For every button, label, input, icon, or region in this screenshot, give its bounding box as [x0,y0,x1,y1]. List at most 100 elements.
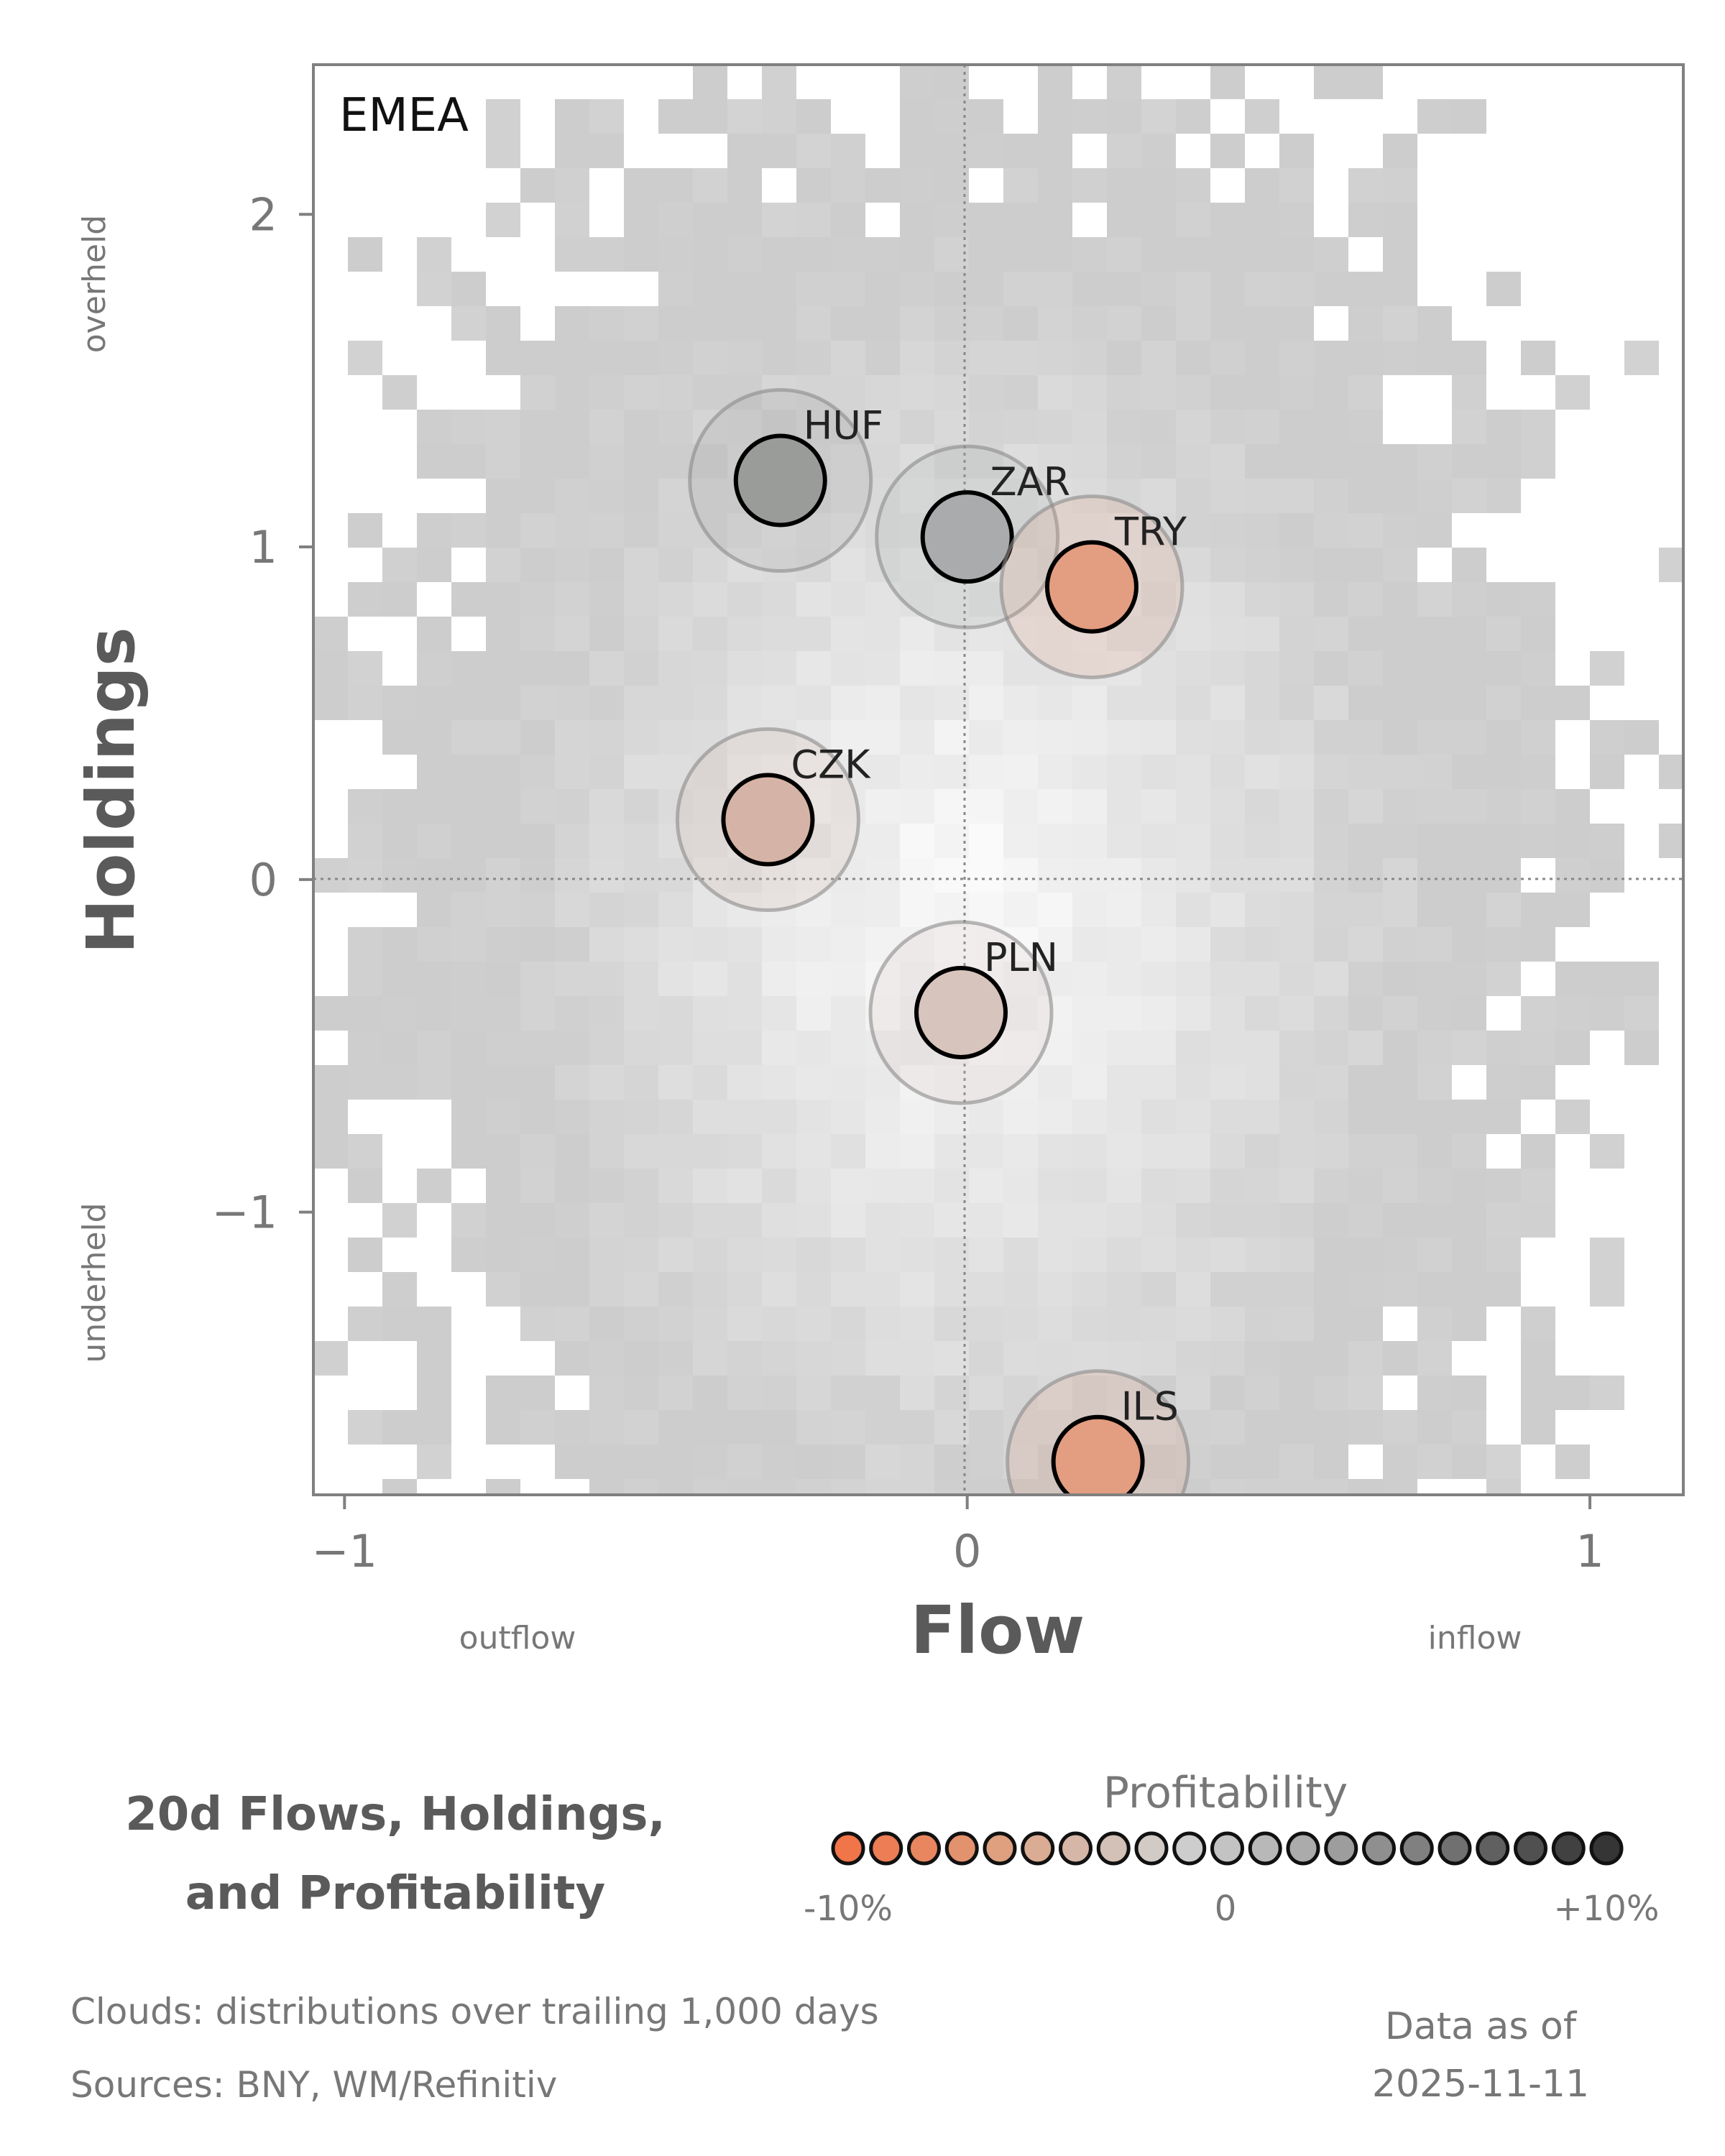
cloud-cell [520,858,555,893]
cloud-cell [762,582,796,617]
cloud-cell [486,1376,520,1410]
cloud-cell [555,1307,589,1341]
cloud-cell [727,1341,762,1376]
cloud-cell [1279,1065,1314,1100]
cloud-cell [1452,410,1486,444]
cloud-cell [1279,686,1314,720]
cloud-cell [1417,893,1452,927]
cloud-cell [727,651,762,686]
cloud-cell [589,686,624,720]
cloud-cell [1072,755,1107,789]
cloud-cell [417,686,451,720]
point-label: ILS [1121,1384,1179,1429]
cloud-cell [831,1134,865,1169]
cloud-cell [1486,824,1521,858]
cloud-cell [1521,1203,1555,1238]
cloud-cell [417,237,451,272]
cloud-cell [589,617,624,651]
cloud-cell [1452,824,1486,858]
cloud-cell [624,513,658,548]
cloud-cell [693,341,727,375]
cloud-cell [1141,1341,1176,1376]
cloud-cell [969,272,1003,306]
cloud-cell [969,375,1003,410]
cloud-cell [1141,341,1176,375]
cloud-cell [1210,1307,1245,1341]
cloud-cell [1452,617,1486,651]
cloud-cell [1245,1031,1279,1065]
cloud-cell [934,927,969,962]
cloud-cell [417,755,451,789]
cloud-cell [555,720,589,755]
cloud-cell [1176,375,1210,410]
cloud-cell [1210,1410,1245,1445]
cloud-cell [451,1238,486,1272]
cloud-cell [589,755,624,789]
cloud-cell [1279,1307,1314,1341]
cloud-cell [831,1479,865,1495]
cloud-cell [348,858,382,893]
cloud-cell [1521,1307,1555,1341]
cloud-cell [934,1376,969,1410]
cloud-cell [1417,1134,1452,1169]
cloud-cell [1003,720,1038,755]
cloud-cell [1555,789,1590,824]
cloud-cell [1003,1238,1038,1272]
cloud-cell [417,1376,451,1410]
x-side-label-left: outflow [459,1620,576,1657]
cloud-cell [693,1376,727,1410]
cloud-cell [1383,720,1417,755]
cloud-cell [1245,1272,1279,1307]
cloud-cell [1141,1031,1176,1065]
point-marker [914,965,1008,1059]
cloud-cell [693,548,727,582]
cloud-cell [900,203,934,237]
cloud-cell [555,375,589,410]
cloud-cell [831,306,865,341]
cloud-cell [1141,1445,1176,1479]
cloud-cell [1417,513,1452,548]
cloud-cell [1245,1065,1279,1100]
cloud-cell [865,410,900,444]
y-axis: −1 0 1 2 [212,188,313,1239]
cloud-cell [624,893,658,927]
distribution-cloud [313,65,1683,1495]
cloud-cell [520,513,555,548]
y-side-label-top: overheld [76,215,113,353]
cloud-cell [1210,341,1245,375]
cloud-cell [555,341,589,375]
cloud-cell [900,824,934,858]
cloud-cell [348,996,382,1031]
cloud-cell [555,789,589,824]
cloud-cell [589,1238,624,1272]
cloud-cell [1038,858,1072,893]
cloud-cell [1314,582,1348,617]
cloud-cell [1590,996,1624,1031]
cloud-cell [1176,1238,1210,1272]
cloud-cell [1141,237,1176,272]
cloud-cell [900,306,934,341]
cloud-cell [762,99,796,134]
cloud-cell [831,927,865,962]
cloud-cell [451,1203,486,1238]
cloud-cell [1486,927,1521,962]
colorbar-dot [1514,1831,1547,1866]
cloud-cell [624,548,658,582]
cloud-cell [1072,168,1107,203]
cloud-cell [1521,1031,1555,1065]
cloud-cell [1176,755,1210,789]
cloud-cell [658,1100,693,1134]
cloud-cell [1038,479,1072,513]
cloud-cell [1417,479,1452,513]
cloud-cell [520,168,555,203]
cloud-cell [1107,1134,1141,1169]
cloud-cell [796,1134,831,1169]
cloud-cell [969,410,1003,444]
cloud-cell [1245,858,1279,893]
cloud-cell [865,513,900,548]
cloud-cell [1348,548,1383,582]
cloud-cell [1348,65,1383,99]
cloud-cell [1348,272,1383,306]
point-marker [733,433,827,528]
cloud-cell [589,513,624,548]
